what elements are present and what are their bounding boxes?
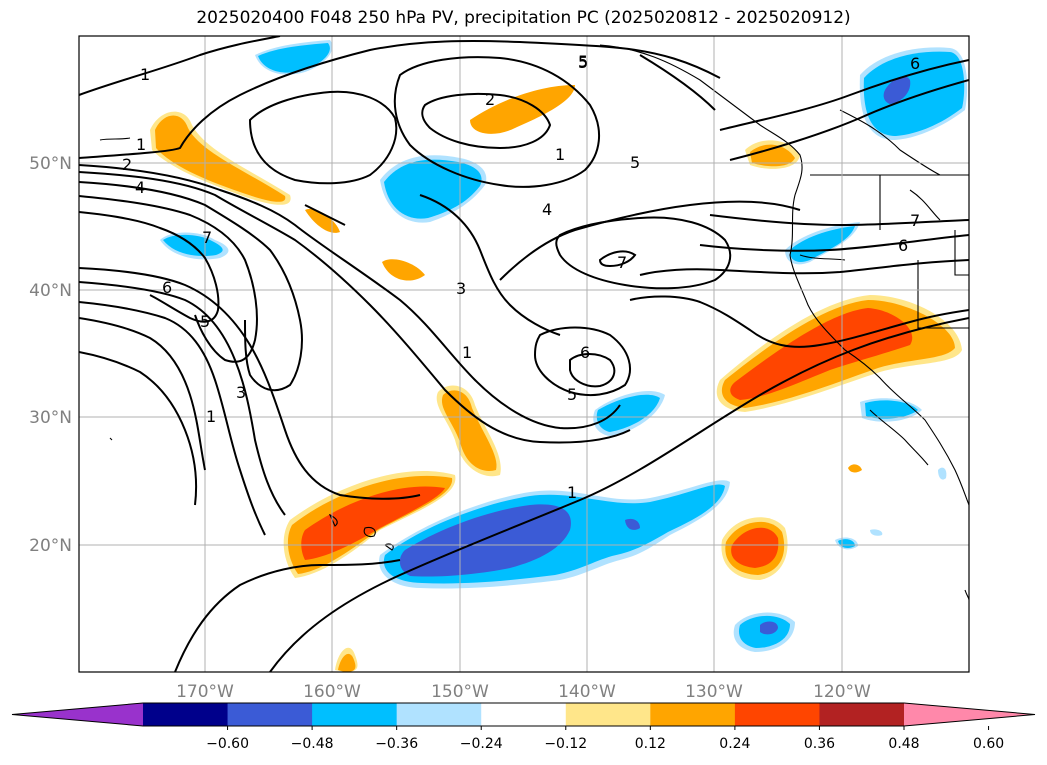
svg-text:170°W: 170°W: [176, 682, 234, 702]
svg-text:20°N: 20°N: [29, 536, 72, 556]
svg-text:3: 3: [236, 383, 246, 402]
colorbar-segment: [565, 703, 651, 726]
svg-text:5: 5: [578, 53, 588, 72]
svg-text:30°N: 30°N: [29, 408, 72, 428]
svg-text:6: 6: [910, 54, 920, 73]
svg-text:150°W: 150°W: [431, 682, 489, 702]
colorbar-tick-label: 0.60: [973, 736, 1004, 752]
svg-text:1: 1: [462, 343, 472, 362]
precipitation-shading: [150, 40, 968, 672]
svg-text:1: 1: [567, 483, 577, 502]
colorbar-tick-label: 0.12: [635, 736, 666, 752]
colorbar-tick-label: 0.36: [804, 736, 835, 752]
contour-labels: 1 2 4 7 6 5 3 1 1 2 1 5 4 5 3 1 6 5 7 6 …: [122, 52, 920, 502]
svg-text:3: 3: [456, 279, 466, 298]
svg-text:5: 5: [578, 52, 588, 71]
colorbar: −0.60 −0.48 −0.36 −0.24 −0.12 0.12 0.24 0.36 0.4…: [11, 702, 1036, 752]
colorbar-tick-label: −0.60: [206, 736, 249, 752]
svg-text:1: 1: [206, 407, 216, 426]
colorbar-segment: [819, 703, 905, 726]
map-title: 2025020400 F048 250 hPa PV, precipitatio…: [196, 8, 851, 28]
colorbar-extend-min: [12, 703, 143, 726]
svg-text:6: 6: [580, 343, 590, 362]
colorbar-outline: [11, 702, 1036, 727]
svg-text:4: 4: [542, 200, 552, 219]
latitude-labels: 50°N 40°N 30°N 20°N: [29, 154, 72, 556]
svg-text:6: 6: [162, 278, 172, 297]
svg-text:6: 6: [898, 236, 908, 255]
svg-text:50°N: 50°N: [29, 154, 72, 174]
svg-text:130°W: 130°W: [685, 682, 743, 702]
colorbar-tick-label: −0.24: [460, 736, 503, 752]
svg-text:120°W: 120°W: [813, 682, 871, 702]
colorbar-segment: [396, 703, 482, 726]
svg-text:7: 7: [617, 253, 627, 272]
svg-text:1: 1: [555, 145, 565, 164]
pv-contours: [79, 36, 969, 672]
colorbar-tick-label: 0.24: [719, 736, 750, 752]
colorbar-tick-label: −0.36: [375, 736, 418, 752]
svg-text:1: 1: [136, 135, 146, 154]
svg-text:7: 7: [202, 228, 212, 247]
colorbar-segment: [143, 703, 229, 726]
colorbar-segment: [734, 703, 820, 726]
svg-text:40°N: 40°N: [29, 281, 72, 301]
colorbar-extend-max: [904, 703, 1035, 726]
svg-text:5: 5: [200, 312, 210, 331]
map-frame: [78, 35, 970, 673]
longitude-labels: 170°W 160°W 150°W 140°W 130°W 120°W: [176, 682, 871, 702]
svg-text:2: 2: [122, 155, 132, 174]
svg-text:4: 4: [135, 178, 145, 197]
svg-text:160°W: 160°W: [303, 682, 361, 702]
svg-text:5: 5: [567, 385, 577, 404]
colorbar-segment: [312, 703, 398, 726]
svg-text:7: 7: [910, 211, 920, 230]
svg-text:2: 2: [485, 90, 495, 109]
colorbar-tick-label: 0.48: [888, 736, 919, 752]
colorbar-segment: [481, 703, 567, 726]
colorbar-segment: [650, 703, 736, 726]
colorbar-tick-label: −0.48: [291, 736, 334, 752]
svg-text:5: 5: [630, 153, 640, 172]
svg-text:140°W: 140°W: [558, 682, 616, 702]
colorbar-tick-label: −0.12: [544, 736, 587, 752]
svg-text:1: 1: [140, 65, 150, 84]
colorbar-segment: [227, 703, 313, 726]
